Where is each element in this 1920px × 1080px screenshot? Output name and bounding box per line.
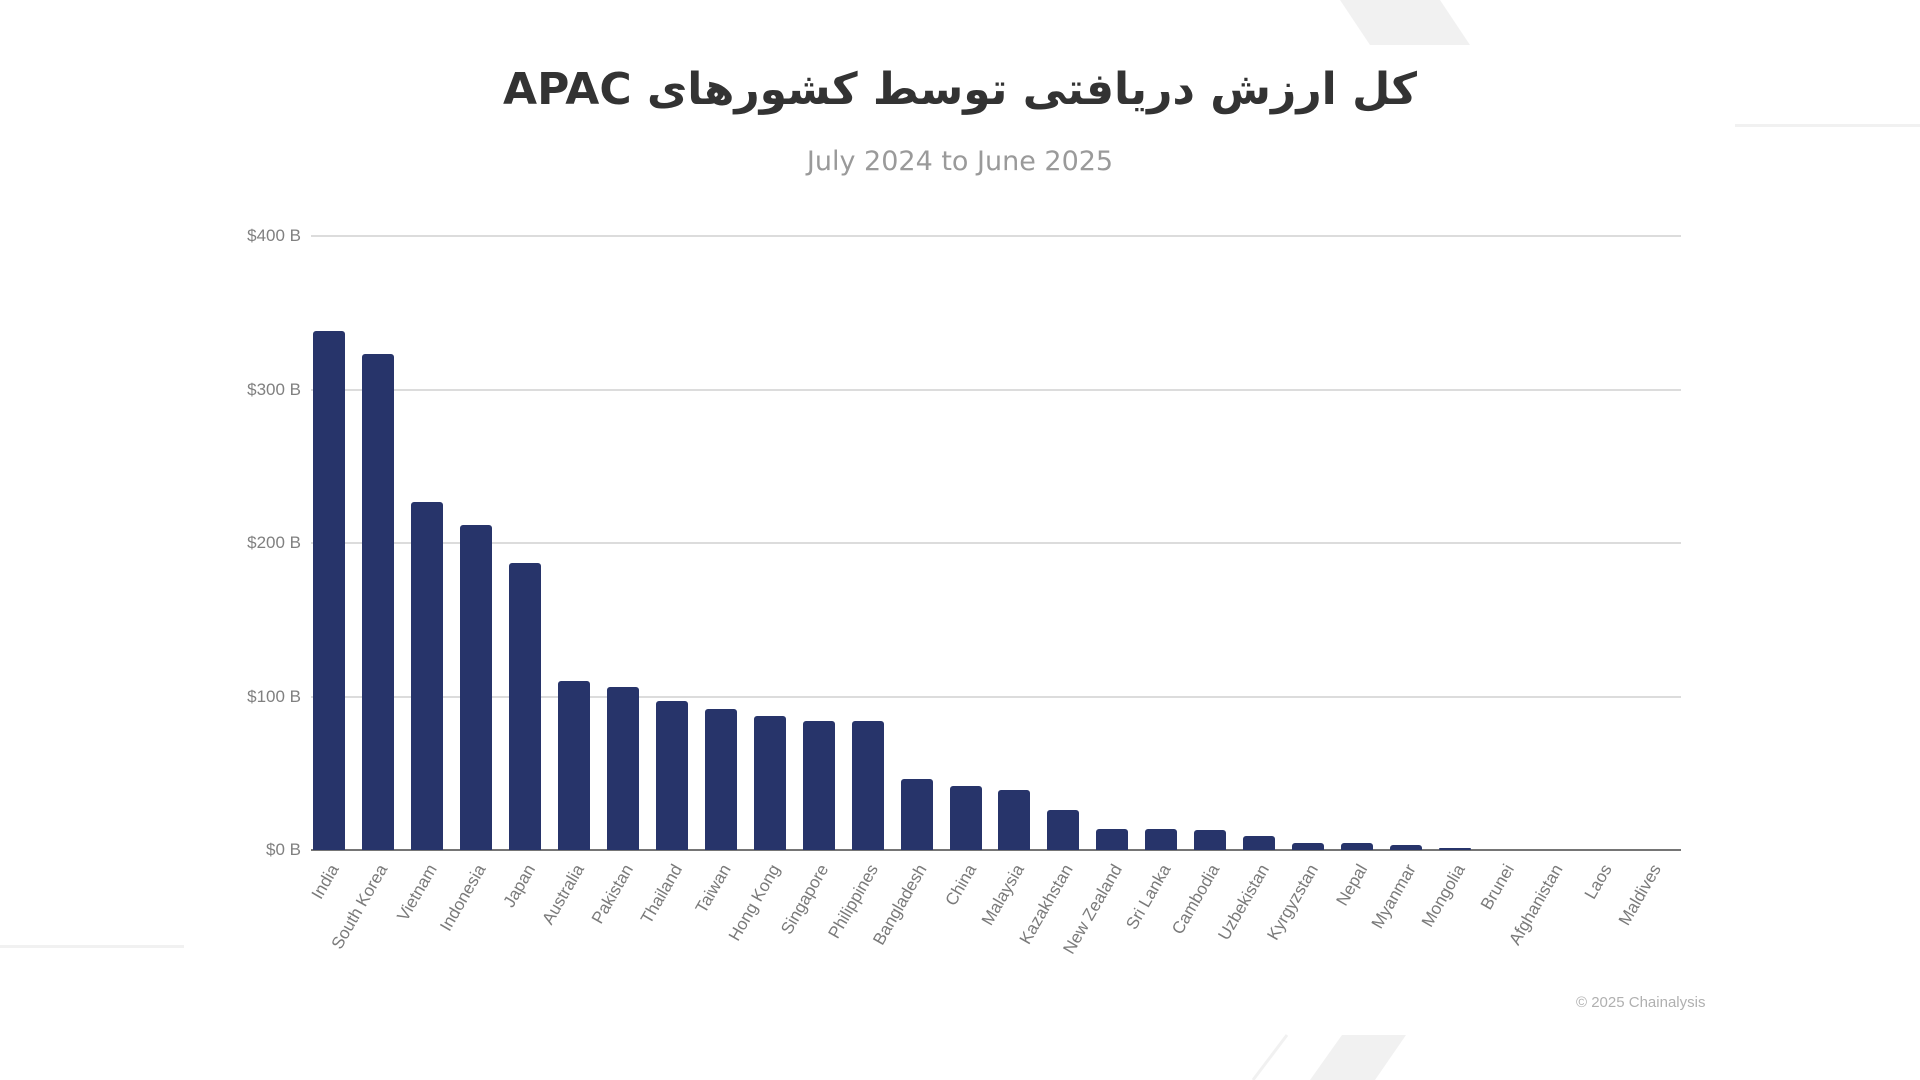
y-tick-label: $200 B <box>247 533 301 552</box>
credit-text: © 2025 Chainalysis <box>1576 994 1706 1011</box>
bar-philippines <box>851 721 884 850</box>
x-tick-label: Cambodia <box>1168 861 1224 938</box>
x-tick-label: Indonesia <box>436 861 490 935</box>
bar-india <box>313 331 346 850</box>
bar-cambodia <box>1194 830 1227 850</box>
bottom-slash-decoration <box>1251 1034 1289 1080</box>
bar-singapore <box>802 721 835 850</box>
x-tick-label: Mongolia <box>1417 861 1469 931</box>
bar-kyrgyzstan <box>1292 843 1325 850</box>
x-tick-label: Sri Lanka <box>1122 861 1175 933</box>
x-tick-label: Brunei <box>1476 861 1518 914</box>
bar-new-zealand <box>1096 828 1129 850</box>
bar-thailand <box>655 701 688 850</box>
y-gridline <box>311 695 1681 698</box>
bottom-parallelogram-decoration <box>1310 1035 1406 1080</box>
bar-pakistan <box>607 687 640 850</box>
x-tick-label: Japan <box>499 861 540 911</box>
bar-indonesia <box>460 524 493 850</box>
x-tick-label: Maldives <box>1614 861 1665 929</box>
y-tick-label: $400 B <box>247 226 301 245</box>
left-line-decoration <box>0 945 184 948</box>
bar-nepal <box>1340 843 1373 850</box>
x-tick-label: Thailand <box>636 861 686 927</box>
bar-taiwan <box>704 708 737 850</box>
bar-malaysia <box>998 790 1031 850</box>
bar-hong-kong <box>753 716 786 850</box>
y-gridline <box>311 388 1681 391</box>
x-tick-label: Australia <box>538 861 589 928</box>
x-tick-label: Malaysia <box>978 861 1029 929</box>
bar-japan <box>509 562 542 850</box>
chart-subtitle: July 2024 to June 2025 <box>806 146 1114 177</box>
bar-australia <box>558 681 591 850</box>
bar-vietnam <box>411 501 444 850</box>
bar-bangladesh <box>900 779 933 850</box>
x-axis-baseline <box>311 849 1681 851</box>
x-tick-label: China <box>941 861 980 909</box>
x-tick-label: Laos <box>1580 861 1616 903</box>
top-right-line-decoration <box>1735 124 1920 127</box>
bar-myanmar <box>1389 845 1422 850</box>
x-tick-label: Pakistan <box>587 861 638 927</box>
x-tick-label: India <box>308 861 344 903</box>
chart-title: کل ارزش دریافتی توسط کشورهای APAC <box>503 64 1417 115</box>
y-tick-label: $100 B <box>247 686 301 706</box>
bar-mongolia <box>1438 848 1471 850</box>
bar-kazakhstan <box>1047 810 1080 850</box>
x-tick-label: Taiwan <box>691 861 735 917</box>
y-tick-label: $0 B <box>266 840 301 859</box>
x-tick-label: Vietnam <box>393 861 442 925</box>
top-parallelogram-decoration <box>1340 0 1470 45</box>
y-tick-label: $300 B <box>247 379 301 399</box>
y-gridline <box>311 235 1681 237</box>
x-tick-label: Nepal <box>1332 861 1372 909</box>
bar-uzbekistan <box>1243 836 1276 850</box>
bar-south-korea <box>362 354 395 850</box>
x-tick-label: Singapore <box>776 861 833 938</box>
y-gridline <box>311 542 1681 544</box>
x-tick-label: Myanmar <box>1367 861 1420 932</box>
bar-china <box>949 785 982 850</box>
bar-sri-lanka <box>1145 828 1178 850</box>
